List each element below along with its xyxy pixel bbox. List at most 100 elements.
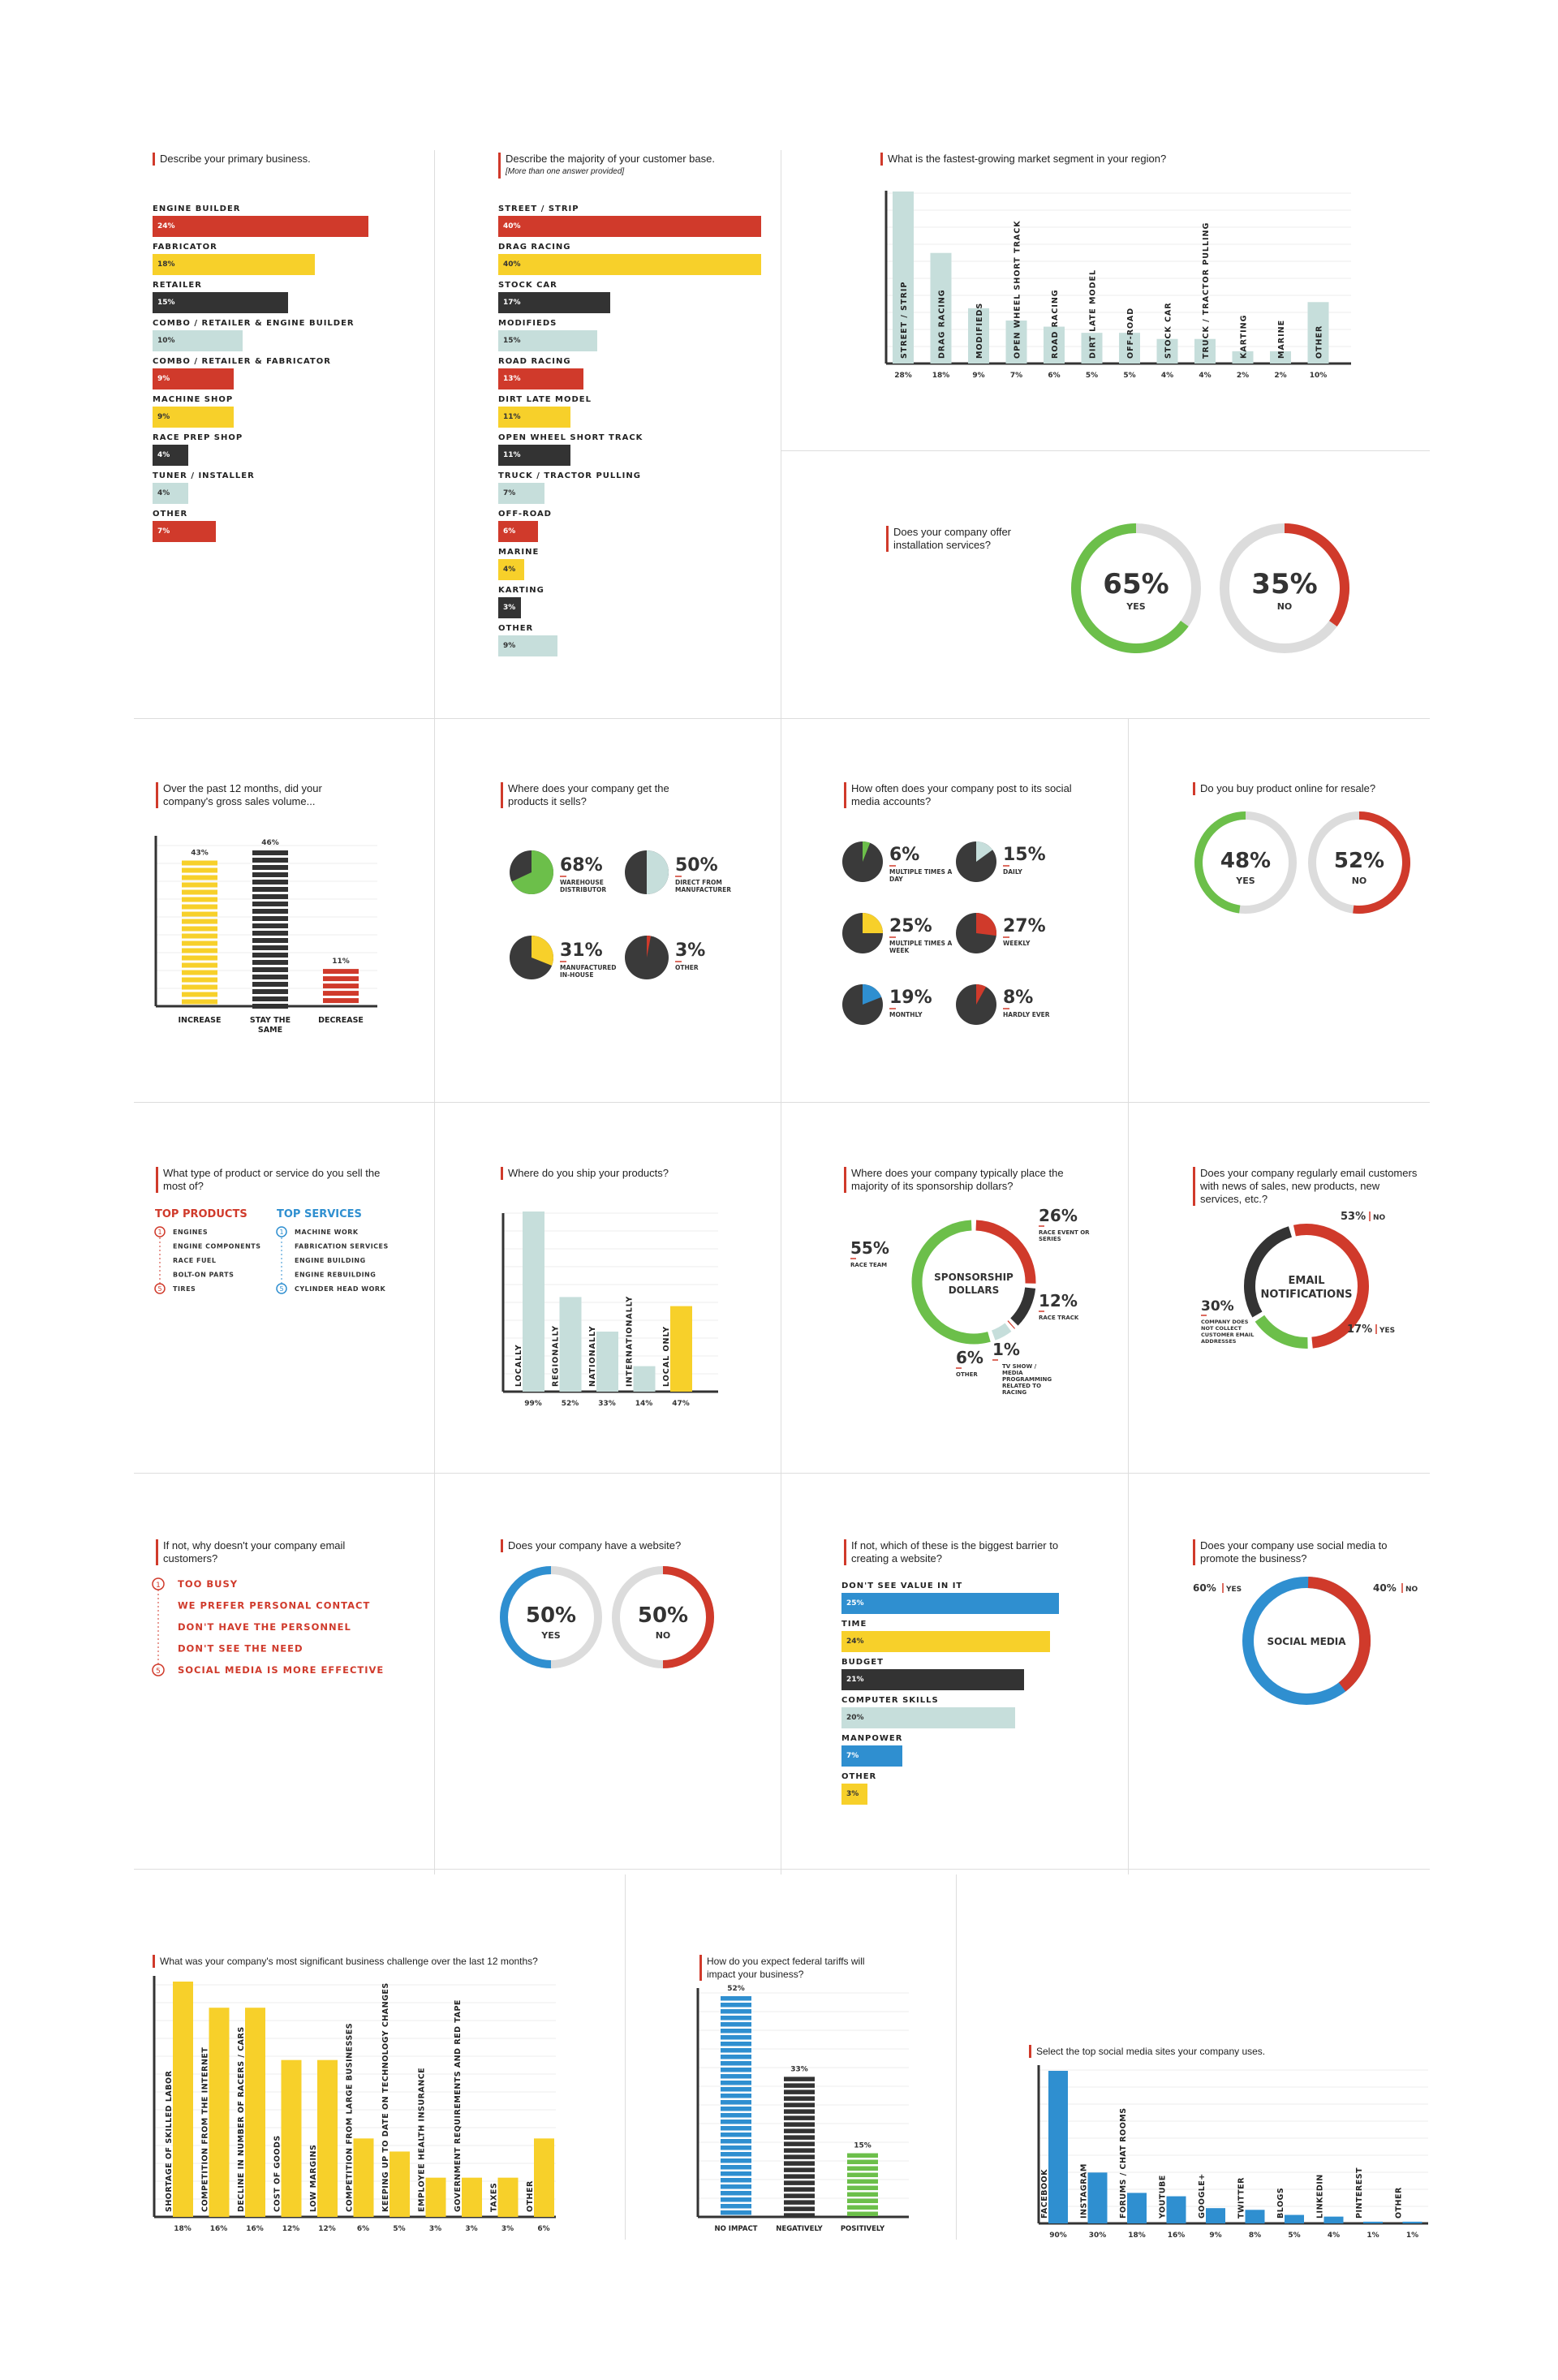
donut-segment [1293,1224,1369,1349]
bar [153,368,234,389]
number-circle [152,1577,165,1590]
bar-label: OFF-ROAD [498,510,552,519]
bar [1323,2216,1344,2223]
donut-label: CUSTOMER EMAIL [1201,1332,1254,1338]
pie-label: WAREHOUSE [560,879,604,886]
bar-label: TAXES [490,2183,499,2212]
bar-stripe [252,953,288,958]
bar [281,2059,302,2217]
donut-label: MEDIA [1002,1370,1023,1376]
bar [498,254,761,275]
chart-social-sites: 90% FACEBOOK 30% INSTAGRAM 18% FORUMS / CHAT … [1037,2065,1428,2240]
bar-label: TUNER / INSTALLER [153,471,255,480]
bar-stripe [784,2109,815,2114]
bar-stripe [784,2167,815,2172]
bar-value: 7% [503,489,516,497]
bar [173,1982,193,2217]
bar [498,445,571,466]
bar-stripe [252,923,288,928]
bar [1245,2210,1265,2223]
question-primary-business: Describe your primary business. [153,153,403,166]
donut-value: 60% [1193,1582,1216,1594]
bar-stripe [182,926,217,932]
list-item: ENGINE REBUILDING [295,1272,376,1279]
donut-center: DOLLARS [949,1285,1000,1296]
bar-value: 11% [332,958,350,966]
bar-value: 18% [174,2225,192,2233]
pie-value: 3% [675,940,705,961]
bar-label: COST OF GOODS [273,2135,282,2212]
pie-label: DAY [889,876,903,883]
bar-value: 13% [503,375,521,383]
bar-stripe [721,2204,751,2209]
bar-stripe [252,960,288,965]
question-installation: Does your company offer installation ser… [886,526,1056,552]
bar-stripe [784,2141,815,2146]
bar [1307,302,1329,364]
list-item: TOO BUSY [178,1578,238,1590]
bar-stripe [252,982,288,987]
bar-value: 7% [1010,372,1022,380]
ring-segment [1353,811,1410,914]
bar-stripe [784,2174,815,2179]
number: 1 [279,1229,283,1236]
divider [434,1063,435,1874]
bar-label: MODIFIEDS [498,319,557,328]
bar [390,2151,410,2217]
donut-value: 6% [956,1348,983,1367]
bar-stripe [784,2096,815,2101]
bar-label: NO IMPACT [715,2225,758,2233]
question-customer-base: Describe the majority of your customer b… [498,153,741,179]
bar-stripe [784,2135,815,2140]
divider [134,1473,1430,1474]
bar-label: PINTEREST [1355,2167,1364,2219]
bar-label: STAY THE [250,1016,291,1025]
bar-stripe [784,2180,815,2185]
donut-label: NO [1373,1214,1386,1222]
bar-label: STREET / STRIP [900,282,909,359]
bar-value: 20% [846,1714,864,1722]
bar-stripe [784,2115,815,2120]
donut-label: COMPANY DOES [1201,1319,1249,1325]
list-item: ENGINE COMPONENTS [173,1243,261,1250]
number: 5 [157,1285,161,1293]
bar-label: FORUMS / CHAT ROOMS [1119,2107,1128,2219]
bar-value: 9% [503,642,516,650]
bar-stripe [721,2171,751,2176]
bar-stripe [252,858,288,863]
bar-value: 33% [790,2065,808,2073]
bar-label: RACE PREP SHOP [153,433,243,442]
bar-label: SHORTAGE OF SKILLED LABOR [165,2070,174,2212]
number: 5 [279,1285,283,1293]
bar-stripe [182,992,217,997]
bar-stripe [182,875,217,880]
bar-stripe [721,1996,751,2001]
bar-value: 12% [318,2225,336,2233]
bar-stripe [721,2048,751,2053]
question-online-resale: Do you buy product online for resale? [1193,782,1427,795]
donut-label: ADDRESSES [1201,1338,1237,1345]
bar-stripe [252,909,288,914]
bar-label: MARINE [1277,320,1286,359]
bar-stripe [721,2035,751,2040]
bar [498,597,521,618]
bar-value: 5% [393,2225,405,2233]
bar-stripe [784,2102,815,2107]
pie-value: 25% [889,916,932,936]
bar-label: MARINE [498,548,540,557]
bar-stripe [784,2128,815,2133]
bar-label: OPEN WHEEL SHORT TRACK [1014,220,1022,359]
bar-value: 3% [503,604,516,612]
bar [209,2008,230,2217]
bar-label: DRAG RACING [498,243,571,252]
pie-value: 15% [1003,845,1046,865]
bar-stripe [721,2068,751,2072]
bar [1044,326,1065,364]
bar-stripe [252,850,288,855]
bar-value: 1% [1366,2232,1379,2240]
pie-slice [511,850,553,894]
bar-value: 10% [1310,372,1328,380]
donut-label: RELATED TO [1002,1383,1041,1389]
chart-product-type: TOP PRODUCTS 1 ENGINES ENGINE COMPONENTS RAC… [154,1208,388,1294]
donut-value: 12% [1039,1291,1078,1311]
